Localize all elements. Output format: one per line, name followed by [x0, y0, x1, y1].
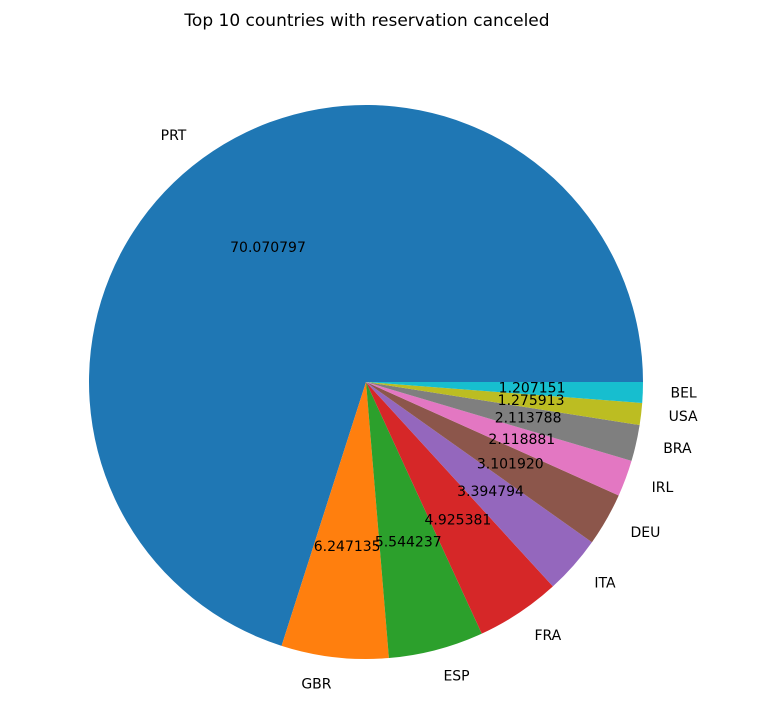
slice-labels: PRT GBR ESP FRA ITA DEU IRL BRA USA BEL	[161, 128, 698, 693]
slice-label-gbr: GBR	[301, 677, 331, 693]
slice-label-ita: ITA	[594, 576, 616, 592]
slice-label-usa: USA	[669, 409, 698, 425]
pie-slices	[88, 105, 643, 659]
pie-slice-esp	[366, 382, 482, 659]
value-label-ita: 3.394794	[457, 484, 524, 500]
slice-label-fra: FRA	[534, 628, 561, 644]
slice-label-esp: ESP	[443, 669, 469, 685]
slice-label-prt: PRT	[161, 128, 187, 144]
pie-slice-ita	[366, 382, 592, 587]
pie-slice-irl	[366, 382, 632, 496]
slice-label-bel: BEL	[670, 386, 696, 402]
value-label-prt: 70.070797	[230, 240, 306, 256]
slice-label-bra: BRA	[663, 441, 692, 457]
pie-slice-gbr	[281, 382, 389, 659]
value-label-irl: 2.118881	[488, 432, 555, 448]
value-label-bel: 1.207151	[499, 380, 566, 396]
slice-label-deu: DEU	[631, 525, 661, 541]
pie-slice-bra	[366, 382, 640, 461]
value-label-gbr: 6.247135	[314, 539, 381, 555]
value-label-bra: 2.113788	[495, 411, 562, 427]
chart-title: Top 10 countries with reservation cancel…	[183, 11, 549, 31]
value-label-fra: 4.925381	[424, 512, 491, 528]
value-label-deu: 3.101920	[477, 456, 544, 472]
slice-label-irl: IRL	[652, 480, 674, 496]
value-label-usa: 1.275913	[498, 393, 565, 409]
pie-slice-usa	[366, 382, 643, 426]
value-label-esp: 5.544237	[375, 535, 442, 551]
pie-slice-fra	[366, 382, 553, 634]
pie-slice-deu	[366, 382, 619, 543]
pie-slice-prt	[88, 105, 643, 646]
pie-slice-bel	[366, 382, 643, 403]
